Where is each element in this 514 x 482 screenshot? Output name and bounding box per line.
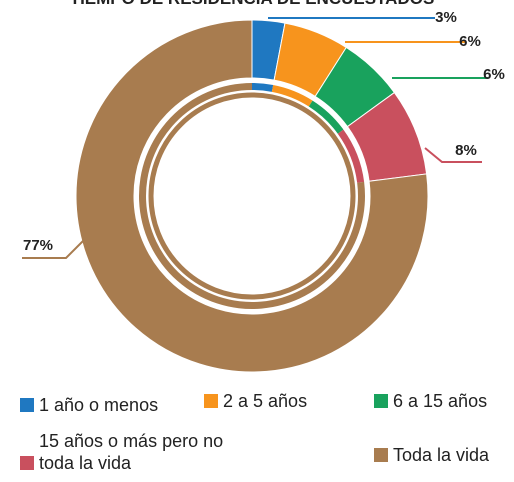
inner-segment [271, 85, 313, 107]
legend-label: 15 años o más pero no toda la vida [39, 431, 224, 473]
legend-swatch [374, 448, 388, 462]
legend-swatch [204, 394, 218, 408]
inner-ring [148, 92, 356, 300]
legend-swatch [374, 394, 388, 408]
legend-item: Toda la vida [374, 444, 514, 466]
value-label: 8% [455, 142, 477, 159]
inner-segment [252, 83, 274, 92]
legend-label: 1 año o menos [39, 395, 159, 415]
value-label: 6% [483, 66, 505, 83]
legend-label: Toda la vida [393, 445, 490, 465]
value-label: 6% [459, 33, 481, 50]
leader-line [424, 147, 482, 163]
inner-segment [337, 129, 365, 183]
legend-item: 1 año o menos [20, 394, 190, 416]
leader-line [22, 237, 87, 259]
legend-swatch [20, 398, 34, 412]
legend-item: 15 años o más pero no toda la vida [20, 430, 230, 474]
legend-item: 6 a 15 años [374, 390, 514, 412]
legend-label: 6 a 15 años [393, 391, 488, 411]
value-label: 77% [23, 237, 53, 254]
donut-segment [75, 19, 429, 373]
chart-title: TIEMPO DE RESIDENCIA DE ENCUESTADOS [70, 0, 435, 8]
legend-item: 2 a 5 años [204, 390, 364, 412]
legend-label: 2 a 5 años [223, 391, 308, 411]
legend-swatch [20, 456, 34, 470]
value-label: 3% [435, 9, 457, 26]
inner-segment [308, 100, 344, 134]
